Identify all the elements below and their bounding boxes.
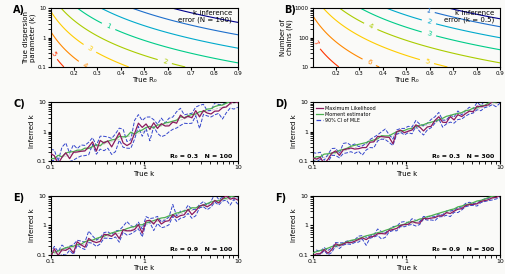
Text: 1: 1 [105,23,112,30]
Text: 7: 7 [312,39,320,47]
Text: 2: 2 [162,58,168,65]
X-axis label: True k: True k [396,266,417,271]
Text: A): A) [13,5,25,15]
Y-axis label: Inferred k: Inferred k [29,209,35,242]
Y-axis label: Inferred k: Inferred k [291,209,297,242]
Text: D): D) [275,99,288,109]
X-axis label: True R₀: True R₀ [132,78,157,84]
Text: C): C) [13,99,25,109]
Text: 3: 3 [86,45,93,52]
Text: 4: 4 [368,23,374,30]
Text: k inference
error (N = 100): k inference error (N = 100) [178,10,232,24]
Text: 3: 3 [426,30,432,38]
Text: k inference
error (k = 0.5): k inference error (k = 0.5) [444,10,494,24]
Y-axis label: True dispersion
parameter (k): True dispersion parameter (k) [23,11,36,64]
Text: E): E) [13,193,24,203]
Legend: Maximum Likelihood, Moment estimator, 90% CI of MLE: Maximum Likelihood, Moment estimator, 90… [315,105,377,124]
Y-axis label: Inferred k: Inferred k [291,115,297,149]
Text: 1: 1 [425,7,431,14]
X-axis label: True k: True k [396,172,417,178]
X-axis label: True k: True k [133,172,155,178]
Text: B): B) [285,5,296,15]
X-axis label: True R₀: True R₀ [394,78,419,84]
Y-axis label: Inferred k: Inferred k [29,115,35,149]
Text: R₀ = 0.3   N = 300: R₀ = 0.3 N = 300 [432,153,494,159]
Y-axis label: Number of
chains (N): Number of chains (N) [280,19,293,56]
Text: R₀ = 0.9   N = 300: R₀ = 0.9 N = 300 [432,247,494,252]
Text: 6: 6 [366,59,373,66]
Text: R₀ = 0.3   N = 100: R₀ = 0.3 N = 100 [170,153,232,159]
Text: F): F) [275,193,286,203]
Text: 5: 5 [49,50,57,57]
Text: 5: 5 [424,58,430,65]
Text: R₀ = 0.9   N = 100: R₀ = 0.9 N = 100 [170,247,232,252]
Text: 2: 2 [426,18,432,25]
Text: 4: 4 [81,62,88,69]
X-axis label: True k: True k [133,266,155,271]
